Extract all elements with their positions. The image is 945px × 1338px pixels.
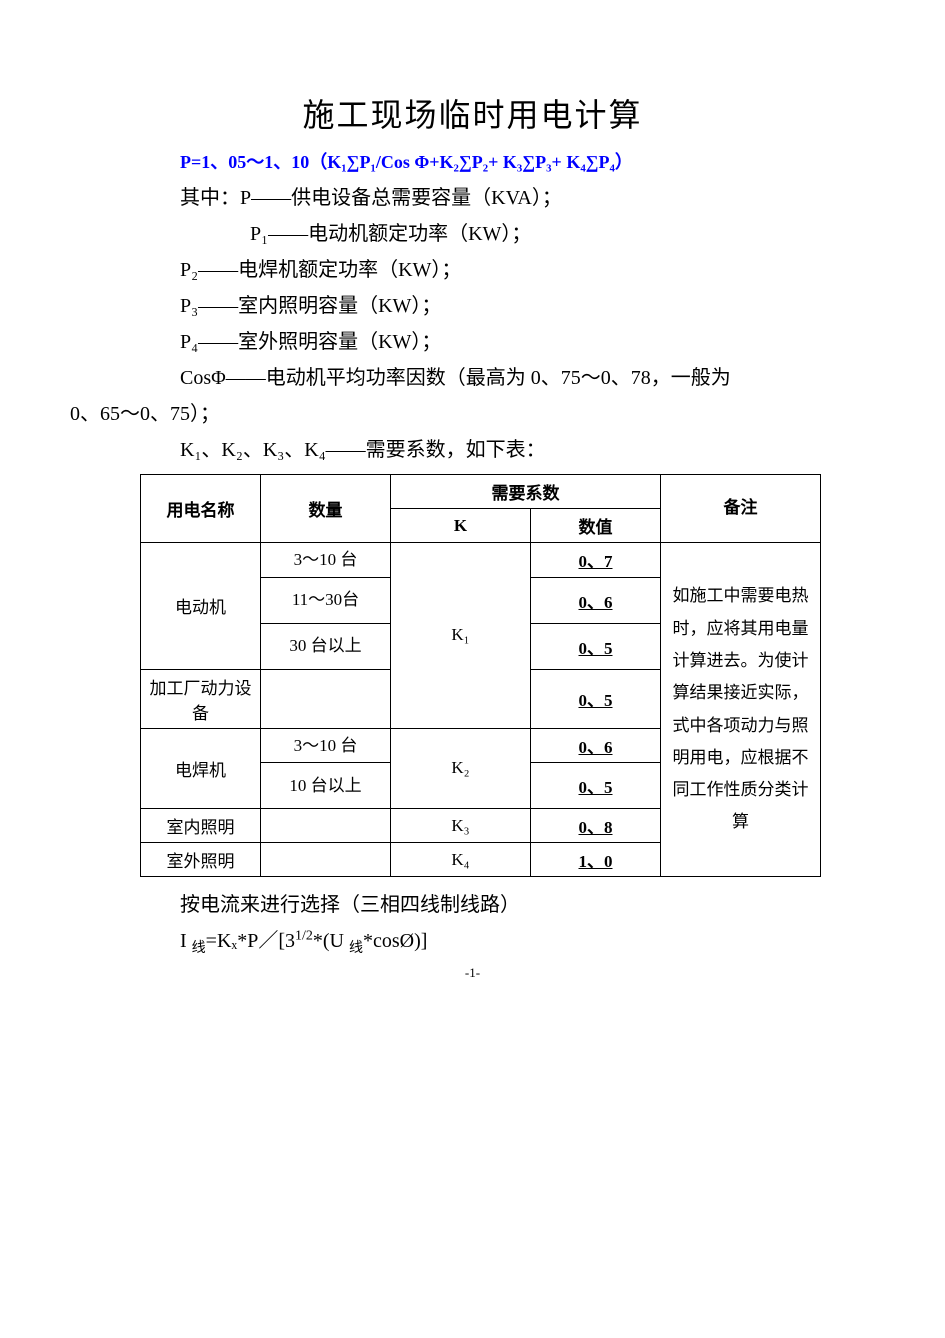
outdoor-qty (261, 843, 391, 877)
table-row: 电动机 3～10 台 K₁ 0、7 如施工中需要电热时，应将其用电量计算进去。为… (141, 543, 821, 578)
page-number: -1- (70, 965, 875, 981)
f2-pre: I (180, 930, 192, 952)
welder-v1: 0、6 (531, 728, 661, 763)
motor-q1: 3～10 台 (261, 543, 391, 578)
after-line1: 按电流来进行选择（三相四线制线路） (180, 887, 875, 923)
factory-name: 加工厂动力设备 (141, 669, 261, 728)
def-p2: P₂——电焊机额定功率（KW）； (180, 252, 875, 288)
val-text: 0、8 (571, 813, 621, 838)
welder-name: 电焊机 (141, 728, 261, 809)
after-table-block: 按电流来进行选择（三相四线制线路） I 线=Kₓ*P／[31/2*(U 线*co… (70, 887, 875, 981)
val-text: 0、5 (571, 773, 621, 798)
th-coef-group: 需要系数 (391, 475, 661, 509)
outdoor-k: K₄ (391, 843, 531, 877)
after-line2: I 线=Kₓ*P／[31/2*(U 线*cosØ)] (180, 923, 875, 961)
motor-q3: 30 台以上 (261, 623, 391, 669)
val-text: 0、5 (571, 634, 621, 659)
def-lead: 其中：P——供电设备总需要容量（KVA）； (180, 180, 875, 216)
motor-v3: 0、5 (531, 623, 661, 669)
motor-v2: 0、6 (531, 577, 661, 623)
k1-label: K₁ (391, 543, 531, 729)
f2-sub1: 线 (192, 941, 206, 956)
def-p1: P₁——电动机额定功率（KW）； (250, 216, 875, 252)
th-k: K (391, 509, 531, 543)
indoor-qty (261, 809, 391, 843)
th-val: 数值 (531, 509, 661, 543)
f2-end: *(U (313, 930, 349, 952)
f2-mid: =Kₓ*P／[3 (206, 930, 295, 952)
document-page: 施工现场临时用电计算 P=1、05～1、10（K₁∑P₁/Cos Φ+K₂∑P₂… (0, 0, 945, 1021)
note-cell: 如施工中需要电热时，应将其用电量计算进去。为使计算结果接近实际，式中各项动力与照… (661, 543, 821, 877)
def-cos-line2: 0、65～0、75）； (70, 396, 875, 432)
val-text: 0、6 (571, 733, 621, 758)
f2-sup: 1/2 (295, 928, 313, 943)
outdoor-v: 1、0 (531, 843, 661, 877)
page-title: 施工现场临时用电计算 (70, 90, 875, 136)
welder-q2: 10 台以上 (261, 763, 391, 809)
factory-v: 0、5 (531, 669, 661, 728)
welder-v2: 0、5 (531, 763, 661, 809)
val-text: 1、0 (571, 847, 621, 872)
def-cos-line1: CosΦ——电动机平均功率因数（最高为 0、75～0、78，一般为 (180, 360, 875, 396)
def-p3: P₃——室内照明容量（KW）； (180, 288, 875, 324)
def-k: K₁、K₂、K₃、K₄——需要系数，如下表： (180, 432, 875, 468)
f2-tail: *cosØ)] (363, 930, 427, 952)
indoor-k: K₃ (391, 809, 531, 843)
th-name: 用电名称 (141, 475, 261, 543)
th-qty: 数量 (261, 475, 391, 543)
val-text: 0、7 (571, 547, 621, 572)
table-row: 用电名称 数量 需要系数 备注 (141, 475, 821, 509)
val-text: 0、5 (571, 686, 621, 711)
welder-q1: 3～10 台 (261, 728, 391, 763)
k2-label: K₂ (391, 728, 531, 809)
f2-sub2: 线 (349, 941, 363, 956)
indoor-name: 室内照明 (141, 809, 261, 843)
factory-qty (261, 669, 391, 728)
coefficient-table: 用电名称 数量 需要系数 备注 K 数值 电动机 3～10 台 K₁ 0、7 如… (140, 474, 821, 877)
motor-q2: 11～30台 (261, 577, 391, 623)
motor-v1: 0、7 (531, 543, 661, 578)
motor-name: 电动机 (141, 543, 261, 670)
main-formula: P=1、05～1、10（K₁∑P₁/Cos Φ+K₂∑P₂+ K₃∑P₃+ K₄… (180, 148, 875, 174)
def-p4: P₄——室外照明容量（KW）； (180, 324, 875, 360)
indoor-v: 0、8 (531, 809, 661, 843)
th-note: 备注 (661, 475, 821, 543)
outdoor-name: 室外照明 (141, 843, 261, 877)
val-text: 0、6 (571, 588, 621, 613)
